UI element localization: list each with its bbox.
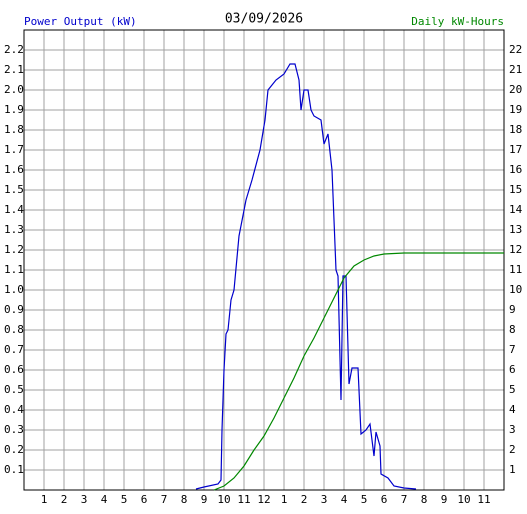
- y2-tick-label: 5: [509, 383, 516, 396]
- plot-border: [23, 29, 505, 491]
- y-tick-label: 0.8: [4, 323, 24, 336]
- y-tick-label: 0.2: [4, 443, 24, 456]
- y-tick-label: 1.8: [4, 123, 24, 136]
- data-line: [195, 63, 417, 490]
- y2-tick-label: 15: [509, 183, 522, 196]
- x-tick-label: 9: [441, 493, 448, 506]
- chart-title: 03/09/2026: [225, 12, 303, 27]
- y-tick-label: 1.4: [4, 203, 24, 216]
- y-tick-label: 0.1: [4, 463, 24, 476]
- y-tick-label: 1.1: [4, 263, 24, 276]
- x-tick-label: 4: [101, 493, 108, 506]
- x-tick-label: 6: [141, 493, 148, 506]
- y2-tick-label: 8: [509, 323, 516, 336]
- y2-tick-label: 17: [509, 143, 522, 156]
- x-tick-label: 3: [81, 493, 88, 506]
- y-tick-label: 1.5: [4, 183, 24, 196]
- y-tick-label: 1.7: [4, 143, 24, 156]
- y2-tick-label: 14: [509, 203, 523, 216]
- x-tick-label: 7: [401, 493, 408, 506]
- y2-tick-label: 20: [509, 83, 522, 96]
- y2-tick-label: 22: [509, 43, 522, 56]
- y2-tick-label: 1: [509, 463, 516, 476]
- data-line: [213, 252, 504, 491]
- y-tick-label: 1.0: [4, 283, 24, 296]
- x-tick-label: 12: [257, 493, 270, 506]
- y-tick-label: 0.6: [4, 363, 24, 376]
- y-tick-label: 2.0: [4, 83, 24, 96]
- y2-tick-label: 16: [509, 163, 522, 176]
- x-tick-label: 9: [201, 493, 208, 506]
- x-tick-label: 1: [41, 493, 48, 506]
- x-tick-label: 4: [341, 493, 348, 506]
- y2-tick-label: 7: [509, 343, 516, 356]
- y2-tick-label: 18: [509, 123, 522, 136]
- y2-axis-label: Daily kW-Hours: [411, 15, 504, 28]
- x-tick-label: 8: [181, 493, 188, 506]
- y2-tick-label: 9: [509, 303, 516, 316]
- y2-tick-label: 13: [509, 223, 522, 236]
- x-tick-label: 11: [477, 493, 490, 506]
- y-tick-label: 0.7: [4, 343, 24, 356]
- y2-tick-label: 3: [509, 423, 516, 436]
- y-tick-label: 2.2: [4, 43, 24, 56]
- x-tick-label: 3: [321, 493, 328, 506]
- y-tick-label: 0.4: [4, 403, 24, 416]
- x-tick-label: 1: [281, 493, 288, 506]
- y2-tick-label: 12: [509, 243, 522, 256]
- y-tick-label: 0.5: [4, 383, 24, 396]
- x-tick-label: 11: [237, 493, 250, 506]
- y-tick-label: 1.6: [4, 163, 24, 176]
- x-tick-label: 7: [161, 493, 168, 506]
- x-tick-label: 2: [301, 493, 308, 506]
- y2-tick-label: 2: [509, 443, 516, 456]
- y2-tick-label: 10: [509, 283, 522, 296]
- x-tick-label: 10: [217, 493, 230, 506]
- x-tick-label: 2: [61, 493, 68, 506]
- y2-tick-label: 6: [509, 363, 516, 376]
- y-tick-label: 1.9: [4, 103, 24, 116]
- y-tick-label: 1.3: [4, 223, 24, 236]
- y-tick-label: 0.3: [4, 423, 24, 436]
- y-tick-label: 2.1: [4, 63, 24, 76]
- y-tick-label: 0.9: [4, 303, 24, 316]
- y2-tick-label: 19: [509, 103, 522, 116]
- y-tick-label: 1.2: [4, 243, 24, 256]
- y2-tick-label: 4: [509, 403, 516, 416]
- x-tick-label: 5: [361, 493, 368, 506]
- x-tick-label: 6: [381, 493, 388, 506]
- y2-tick-label: 11: [509, 263, 522, 276]
- x-tick-label: 5: [121, 493, 128, 506]
- x-tick-label: 8: [421, 493, 428, 506]
- y-axis-label: Power Output (kW): [24, 15, 137, 28]
- x-tick-label: 10: [457, 493, 470, 506]
- y2-tick-label: 21: [509, 63, 522, 76]
